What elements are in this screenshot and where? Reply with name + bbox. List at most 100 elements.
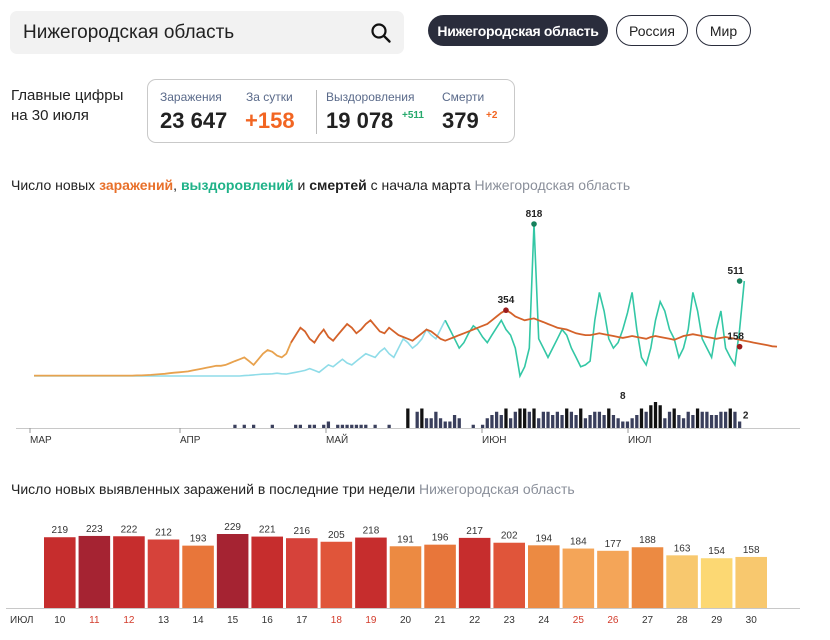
chart1-title: Число новых заражений, выздоровлений и с… <box>11 177 630 193</box>
summary-date: на 30 июля <box>11 107 89 124</box>
infections-value: 23 647 <box>160 108 228 133</box>
bar-jul-21 <box>424 544 456 608</box>
death-bar <box>270 424 274 428</box>
bar-category-label: 27 <box>642 615 654 626</box>
region-button-nizhny[interactable]: Нижегородская область <box>428 15 608 46</box>
death-bar <box>350 424 354 428</box>
bar-category-label: 24 <box>538 615 550 626</box>
bar-category-label: 10 <box>54 615 66 626</box>
death-bar <box>387 424 391 428</box>
chart1-title-sep1: , <box>173 177 181 193</box>
bar-value-label: 218 <box>363 526 380 537</box>
bar-value-label: 219 <box>51 525 68 536</box>
death-bar <box>644 411 648 428</box>
bar-value-label: 158 <box>743 545 760 556</box>
death-bar <box>527 411 531 428</box>
recoveries-marker-0 <box>531 221 537 227</box>
death-bar <box>607 408 611 428</box>
death-bar <box>448 421 452 428</box>
death-bar <box>667 411 672 428</box>
region-button-russia[interactable]: Россия <box>616 15 688 46</box>
bar-category-label: 15 <box>227 615 239 626</box>
chart1-title-part2: с начала марта <box>366 177 471 193</box>
death-bar <box>518 408 522 428</box>
death-bar <box>681 418 686 428</box>
death-bar <box>457 418 461 428</box>
bar-category-label: 23 <box>504 615 516 626</box>
death-bar <box>312 424 317 428</box>
recoveries-label: Выздоровления <box>326 90 415 104</box>
death-bar <box>424 418 429 428</box>
death-bar <box>415 411 419 428</box>
death-bar <box>242 424 246 428</box>
death-bar <box>677 415 681 428</box>
death-bar <box>714 415 718 428</box>
bar-category-label: 26 <box>607 615 619 626</box>
death-bar <box>326 421 331 428</box>
bar-jul-27 <box>631 547 664 608</box>
death-bar <box>308 424 312 428</box>
bar-value-label: 216 <box>293 526 310 537</box>
chart1-title-sep2: и <box>293 177 310 193</box>
bar-value-label: 196 <box>432 533 449 544</box>
chart1-title-recoveries: выздоровлений <box>180 177 294 193</box>
bar-jul-19 <box>355 537 387 608</box>
death-bar <box>616 418 620 428</box>
death-bar <box>569 411 574 428</box>
bar-value-label: 177 <box>605 539 622 550</box>
x-tick-label: МАЙ <box>326 433 348 446</box>
death-bar <box>340 424 345 428</box>
death-bar <box>504 408 508 428</box>
search-input[interactable]: Нижегородская область <box>23 22 235 43</box>
recoveries-line <box>444 223 746 379</box>
bar-jul-28 <box>666 555 698 608</box>
bar-value-label: 154 <box>708 546 725 557</box>
death-bar <box>345 424 349 428</box>
death-bar <box>695 408 700 428</box>
deaths-delta: +2 <box>486 110 498 121</box>
stats-card: Заражения 23 647 За сутки +158 Выздоровл… <box>147 79 515 143</box>
death-bar <box>700 411 704 428</box>
death-bar <box>373 424 377 428</box>
bar-value-label: 194 <box>535 533 552 544</box>
death-bar <box>354 424 359 428</box>
bar-value-label: 212 <box>155 527 172 538</box>
infections-line <box>290 309 778 348</box>
death-bar <box>513 411 517 428</box>
death-bar <box>494 411 499 428</box>
region-button-world[interactable]: Мир <box>696 15 751 46</box>
summary-title-line1: Главные цифры <box>11 87 124 104</box>
x-tick-label: ИЮН <box>482 435 507 446</box>
bar-category-label: 21 <box>435 615 447 626</box>
day-label: За сутки <box>246 90 293 104</box>
bar-jul-23 <box>493 542 525 608</box>
bar-value-label: 188 <box>639 535 656 546</box>
bar-jul-25 <box>562 548 595 608</box>
death-bar <box>336 424 340 428</box>
death-bar <box>537 418 541 428</box>
death-bar <box>233 424 237 428</box>
death-bar <box>574 415 578 428</box>
death-bar <box>672 408 676 428</box>
death-bar <box>579 408 583 428</box>
search-icon[interactable] <box>370 22 392 44</box>
three-weeks-chart: 219 10 223 11 222 12 212 13 193 14 229 15 221 16 216 17… <box>6 522 800 626</box>
bar-jul-17 <box>286 538 318 608</box>
death-bar <box>691 415 695 428</box>
death-bar <box>546 411 550 428</box>
recoveries-value: 19 078 <box>326 108 394 133</box>
bar-jul-16 <box>251 536 283 608</box>
death-bar <box>602 415 606 428</box>
search-box[interactable]: Нижегородская область <box>10 11 404 54</box>
death-peak-label-0: 8 <box>620 391 626 402</box>
death-bar <box>429 418 433 428</box>
bar-jul-18 <box>320 541 353 608</box>
infections-marker-0 <box>503 307 509 314</box>
bar-jul-24 <box>528 545 560 608</box>
bar-category-label: 16 <box>262 615 274 626</box>
chart1-title-part1: Число новых <box>11 177 100 193</box>
bar-jul-22 <box>458 537 491 608</box>
death-bar <box>480 424 485 428</box>
death-bar <box>621 421 625 428</box>
death-bar <box>733 411 737 428</box>
